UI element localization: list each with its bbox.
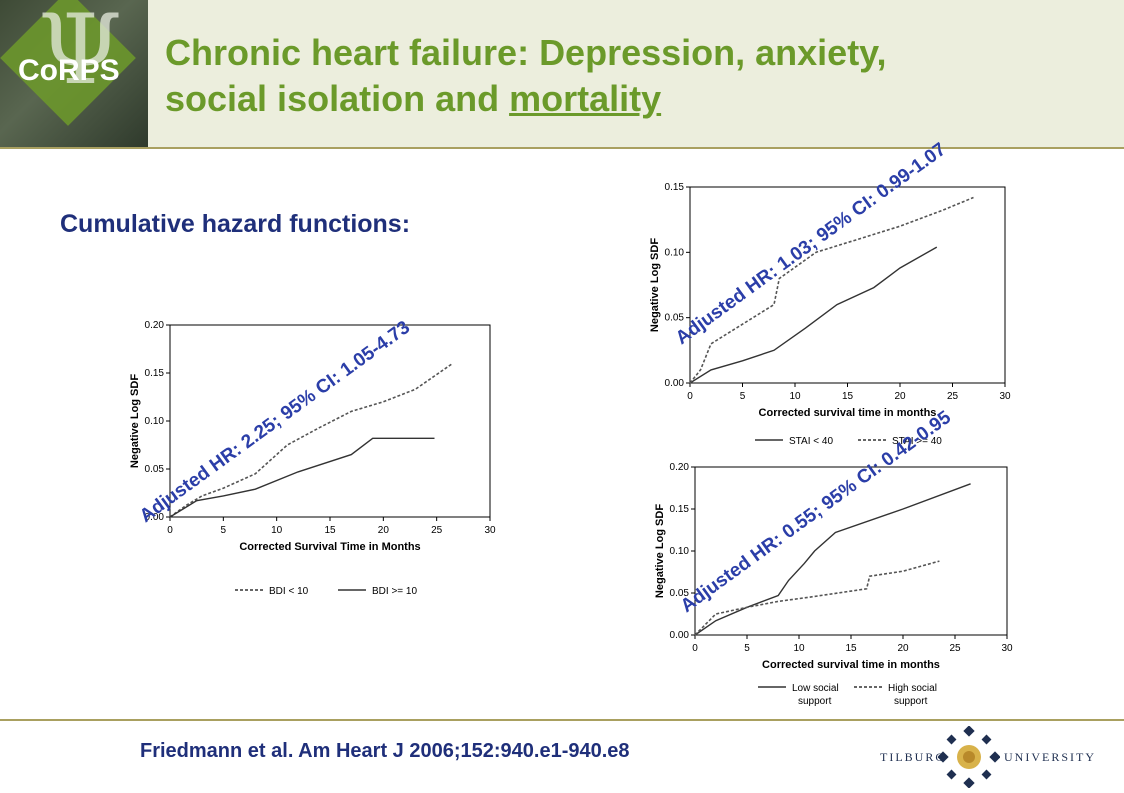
x-tick-label: 0 [692,643,698,654]
y-axis-label: Negative Log SDF [129,374,141,468]
x-tick-label: 15 [845,643,857,654]
x-tick-label: 30 [999,391,1011,402]
slide-header: Ψ CoRPS Chronic heart failure: Depressio… [0,0,1124,147]
x-tick-label: 10 [271,525,283,536]
x-tick-label: 15 [842,391,854,402]
y-tick-label: 0.15 [670,504,690,515]
y-tick-label: 0.20 [670,462,690,473]
y-tick-label: 0.05 [665,313,685,324]
legend-label-2: BDI >= 10 [372,586,417,597]
corps-logo: Ψ CoRPS [0,0,148,147]
section-subtitle: Cumulative hazard functions: [60,210,411,238]
x-axis-label: Corrected survival time in months [762,659,940,671]
x-tick-label: 5 [221,525,227,536]
series-line-2 [689,196,974,384]
series-line-2 [694,560,940,636]
header-divider [0,147,1124,149]
y-tick-label: 0.15 [665,182,685,193]
title-line-1: Chronic heart failure: Depression, anxie… [165,32,887,73]
logo-text: CoRPS [18,54,120,87]
footer-divider [0,719,1124,721]
series-line-1 [689,246,938,384]
series-line-1 [169,362,454,518]
y-tick-label: 0.15 [145,368,165,379]
y-tick-label: 0.00 [670,630,690,641]
x-tick-label: 25 [949,643,961,654]
university-name-left: TILBURG [880,750,946,764]
y-tick-label: 0.00 [145,512,165,523]
x-tick-label: 0 [687,391,693,402]
x-tick-label: 5 [744,643,750,654]
x-tick-label: 20 [378,525,390,536]
y-tick-label: 0.10 [665,247,685,258]
citation: Friedmann et al. Am Heart J 2006;152:940… [140,740,630,762]
x-axis-label: Corrected survival time in months [759,407,937,419]
x-axis-label: Corrected Survival Time in Months [239,541,420,553]
x-tick-label: 15 [324,525,336,536]
x-tick-label: 0 [167,525,173,536]
x-tick-label: 10 [793,643,805,654]
tilburg-university-logo: TILBURG UNIVERSITY [880,726,1094,788]
slide-title: Chronic heart failure: Depression, anxie… [165,30,1065,122]
x-tick-label: 30 [484,525,496,536]
title-underlined-word: mortality [509,78,662,119]
university-crest-icon [938,726,1000,788]
legend-label-1: STAI < 40 [789,436,833,447]
y-tick-label: 0.10 [670,546,690,557]
chart-depression-bdi: 0 5 10 15 20 25 30 0.00 0.05 0.10 0.15 0.20 Correcte… [129,320,496,597]
plot-frame [169,324,491,518]
y-tick-label: 0.10 [145,416,165,427]
series-line-1 [694,483,971,636]
x-tick-label: 10 [789,391,801,402]
y-tick-label: 0.05 [670,588,690,599]
series-line-2 [169,437,435,518]
x-tick-label: 25 [431,525,443,536]
chart-social-support: 0 5 10 15 20 25 30 0.00 0.05 0.10 0.15 0.20 Correcte… [654,462,1013,707]
x-tick-label: 5 [740,391,746,402]
title-line-2: social isolation and [165,78,510,119]
legend-label-2: STAI >= 40 [892,436,942,447]
psi-symbol-icon: Ψ [38,0,123,106]
y-tick-label: 0.05 [145,464,165,475]
y-axis-label: Negative Log SDF [654,504,666,598]
y-tick-label: 0.00 [665,378,685,389]
legend-label-2: High social support [888,683,937,707]
legend-label-1: Low social support [792,683,839,707]
legend-label-1: BDI < 10 [269,586,309,597]
x-tick-label: 20 [894,391,906,402]
y-tick-label: 0.20 [145,320,165,331]
university-name-right: UNIVERSITY [1004,750,1096,764]
x-tick-label: 20 [897,643,909,654]
chart-anxiety-stai: 0 5 10 15 20 25 30 0.00 0.05 0.10 0.15 Corrected su… [649,182,1011,447]
x-tick-label: 30 [1001,643,1013,654]
x-tick-label: 25 [947,391,959,402]
y-axis-label: Negative Log SDF [649,238,661,332]
